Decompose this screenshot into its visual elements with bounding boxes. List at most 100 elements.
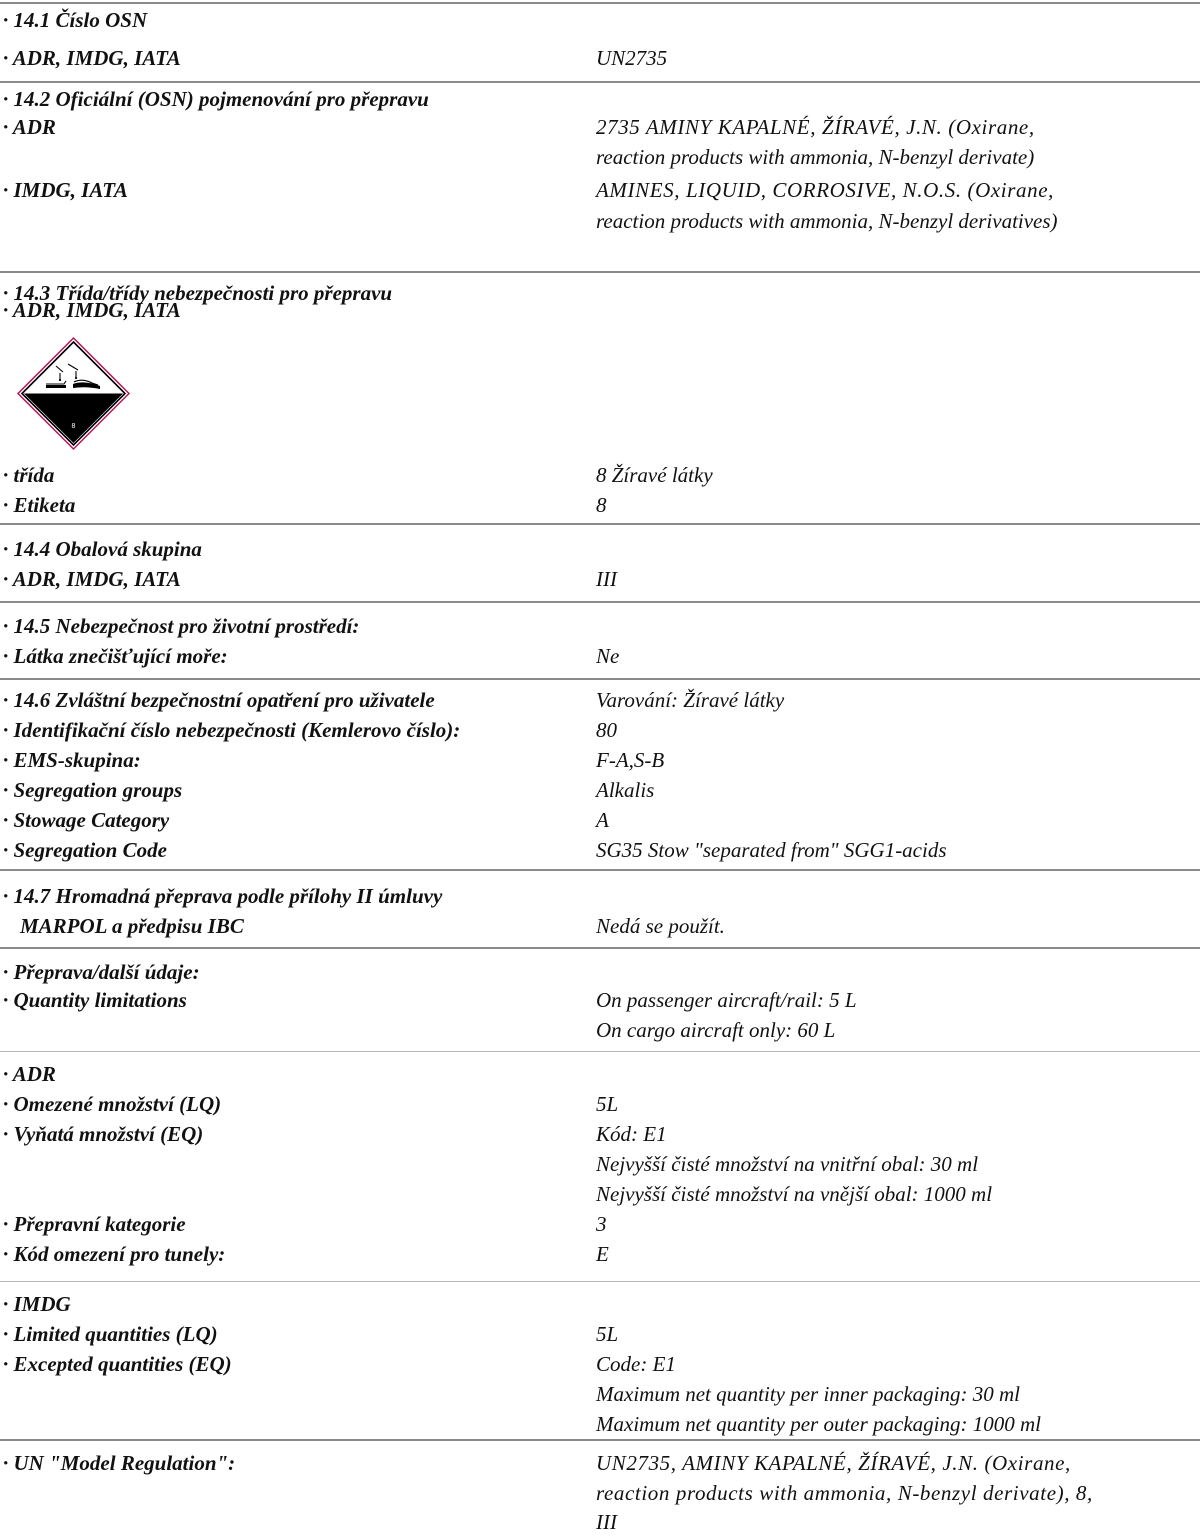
un-model-regulation-continuation: III	[0, 1510, 1200, 1534]
row-label: · ADR, IMDG, IATA	[3, 46, 181, 70]
section-title: · IMDG	[3, 1292, 71, 1316]
imdg-excepted-quantity-row: · Excepted quantities (EQ) Code: E1	[0, 1352, 1200, 1376]
section-14-7-heading-row: · 14.7 Hromadná přeprava podle přílohy I…	[0, 884, 1200, 908]
row-value: AMINES, LIQUID, CORROSIVE, N.O.S. (Oxira…	[596, 178, 1054, 202]
section-title: · Přeprava/další údaje:	[3, 960, 200, 984]
adr-name-continuation: reaction products with ammonia, N-benzyl…	[0, 145, 1200, 169]
section-divider	[0, 869, 1200, 871]
row-value: UN2735, AMINY KAPALNÉ, ŽÍRAVÉ, J.N. (Oxi…	[596, 1451, 1071, 1475]
imdg-limited-quantity-row: · Limited quantities (LQ) 5L	[0, 1322, 1200, 1346]
section-14-1-heading-row: · 14.1 Číslo OSN	[0, 8, 1200, 32]
quantity-limitations-continuation: On cargo aircraft only: 60 L	[0, 1018, 1200, 1042]
row-label: · Limited quantities (LQ)	[3, 1322, 218, 1346]
row-label: · Segregation groups	[3, 778, 183, 802]
row-value: E	[596, 1242, 609, 1266]
imdg-iata-name-row: · IMDG, IATA AMINES, LIQUID, CORROSIVE, …	[0, 178, 1200, 202]
section-title: · 14.1 Číslo OSN	[3, 8, 148, 32]
adr-limited-quantity-row: · Omezené množství (LQ) 5L	[0, 1092, 1200, 1116]
section-divider	[0, 2, 1200, 4]
adr-heading-row: · ADR	[0, 1062, 1200, 1086]
row-label: · Etiketa	[3, 493, 76, 517]
row-label: · EMS-skupina:	[3, 748, 141, 772]
un-number-row: · ADR, IMDG, IATA UN2735	[0, 46, 1200, 70]
class-row: · třída 8 Žíravé látky	[0, 463, 1200, 487]
imdg-excepted-quantity-inner: Maximum net quantity per inner packaging…	[0, 1382, 1200, 1406]
section-divider	[0, 947, 1200, 949]
label-row: · Etiketa 8	[0, 493, 1200, 517]
row-label: · Látka znečišťující moře:	[3, 644, 228, 668]
row-value: 5L	[596, 1322, 619, 1346]
marine-pollutant-row: · Látka znečišťující moře: Ne	[0, 644, 1200, 668]
corrosive-hazard-diamond-icon: 8	[16, 336, 131, 451]
row-value: Maximum net quantity per inner packaging…	[596, 1382, 1020, 1406]
row-label: · ADR, IMDG, IATA	[3, 567, 181, 591]
row-label: · Vyňatá množství (EQ)	[3, 1122, 204, 1146]
adr-excepted-quantity-row: · Vyňatá množství (EQ) Kód: E1	[0, 1122, 1200, 1146]
section-title: · ADR	[3, 1062, 56, 1086]
imdg-excepted-quantity-outer: Maximum net quantity per outer packaging…	[0, 1412, 1200, 1436]
segregation-groups-row: · Segregation groups Alkalis	[0, 778, 1200, 802]
row-value: Code: E1	[596, 1352, 676, 1376]
adr-excepted-quantity-inner: Nejvyšší čisté množství na vnitřní obal:…	[0, 1152, 1200, 1176]
row-value: Varování: Žíravé látky	[596, 688, 785, 712]
section-divider	[0, 678, 1200, 680]
section-title: · 14.2 Oficiální (OSN) pojmenování pro p…	[3, 87, 429, 111]
row-value: Kód: E1	[596, 1122, 667, 1146]
transport-info-heading-row: · Přeprava/další údaje:	[0, 960, 1200, 984]
section-14-5-heading-row: · 14.5 Nebezpečnost pro životní prostřed…	[0, 614, 1200, 638]
section-divider	[0, 1051, 1200, 1052]
imdg-heading-row: · IMDG	[0, 1292, 1200, 1316]
section-divider	[0, 523, 1200, 525]
row-value: 80	[596, 718, 617, 742]
row-label: · Omezené množství (LQ)	[3, 1092, 222, 1116]
packing-group-row: · ADR, IMDG, IATA III	[0, 567, 1200, 591]
tunnel-code-row: · Kód omezení pro tunely: E	[0, 1242, 1200, 1266]
row-label: · IMDG, IATA	[3, 178, 128, 202]
row-value: Nejvyšší čisté množství na vnější obal: …	[596, 1182, 993, 1206]
row-label: · Excepted quantities (EQ)	[3, 1352, 232, 1376]
row-value: 2735 AMINY KAPALNÉ, ŽÍRAVÉ, J.N. (Oxiran…	[596, 115, 1035, 139]
row-value: A	[596, 808, 609, 832]
section-title: · 14.6 Zvláštní bezpečnostní opatření pr…	[3, 688, 435, 712]
section-14-3-heading-row: · 14.3 Třída/třídy nebezpečnosti pro pře…	[0, 281, 1200, 305]
hazard-class-subheading-row: · ADR, IMDG, IATA	[0, 298, 1200, 322]
row-label: · Identifikační číslo nebezpečnosti (Kem…	[3, 718, 461, 742]
adr-name-row: · ADR 2735 AMINY KAPALNÉ, ŽÍRAVÉ, J.N. (…	[0, 115, 1200, 139]
transport-category-row: · Přepravní kategorie 3	[0, 1212, 1200, 1236]
segregation-code-row: · Segregation Code SG35 Stow "separated …	[0, 838, 1200, 862]
section-14-6-heading-row: · 14.6 Zvláštní bezpečnostní opatření pr…	[0, 688, 1200, 712]
row-value: 8 Žíravé látky	[596, 463, 713, 487]
row-value: UN2735	[596, 46, 668, 70]
row-value: Alkalis	[596, 778, 655, 802]
section-divider	[0, 81, 1200, 83]
section-title: · 14.5 Nebezpečnost pro životní prostřed…	[3, 614, 360, 638]
row-value: reaction products with ammonia, N-benzyl…	[596, 1481, 1093, 1505]
row-label: · ADR	[3, 115, 56, 139]
row-value: 8	[596, 493, 607, 517]
section-14-7-heading-continuation: MARPOL a předpisu IBC Nedá se použít.	[0, 914, 1200, 938]
row-value: III	[596, 567, 617, 591]
section-14-2-heading-row: · 14.2 Oficiální (OSN) pojmenování pro p…	[0, 87, 1200, 111]
row-value: 3	[596, 1212, 607, 1236]
section-subtitle: · ADR, IMDG, IATA	[3, 298, 181, 322]
un-model-regulation-row: · UN "Model Regulation": UN2735, AMINY K…	[0, 1451, 1200, 1475]
row-label: · Kód omezení pro tunely:	[3, 1242, 226, 1266]
row-label: · Quantity limitations	[3, 988, 187, 1012]
row-value: SG35 Stow "separated from" SGG1-acids	[596, 838, 947, 862]
row-value: On cargo aircraft only: 60 L	[596, 1018, 836, 1042]
row-value: Ne	[596, 644, 620, 668]
hazard-class-number: 8	[72, 423, 76, 430]
quantity-limitations-row: · Quantity limitations On passenger airc…	[0, 988, 1200, 1012]
kemler-number-row: · Identifikační číslo nebezpečnosti (Kem…	[0, 718, 1200, 742]
adr-excepted-quantity-outer: Nejvyšší čisté množství na vnější obal: …	[0, 1182, 1200, 1206]
row-label: · třída	[3, 463, 55, 487]
row-value: F-A,S-B	[596, 748, 665, 772]
row-value: reaction products with ammonia, N-benzyl…	[596, 209, 1058, 233]
row-value: III	[596, 1510, 617, 1534]
section-divider	[0, 271, 1200, 273]
row-value: Nejvyšší čisté množství na vnitřní obal:…	[596, 1152, 979, 1176]
row-label: · Stowage Category	[3, 808, 170, 832]
section-title: · 14.4 Obalová skupina	[3, 537, 202, 561]
section-divider	[0, 1439, 1200, 1441]
section-divider	[0, 1281, 1200, 1282]
